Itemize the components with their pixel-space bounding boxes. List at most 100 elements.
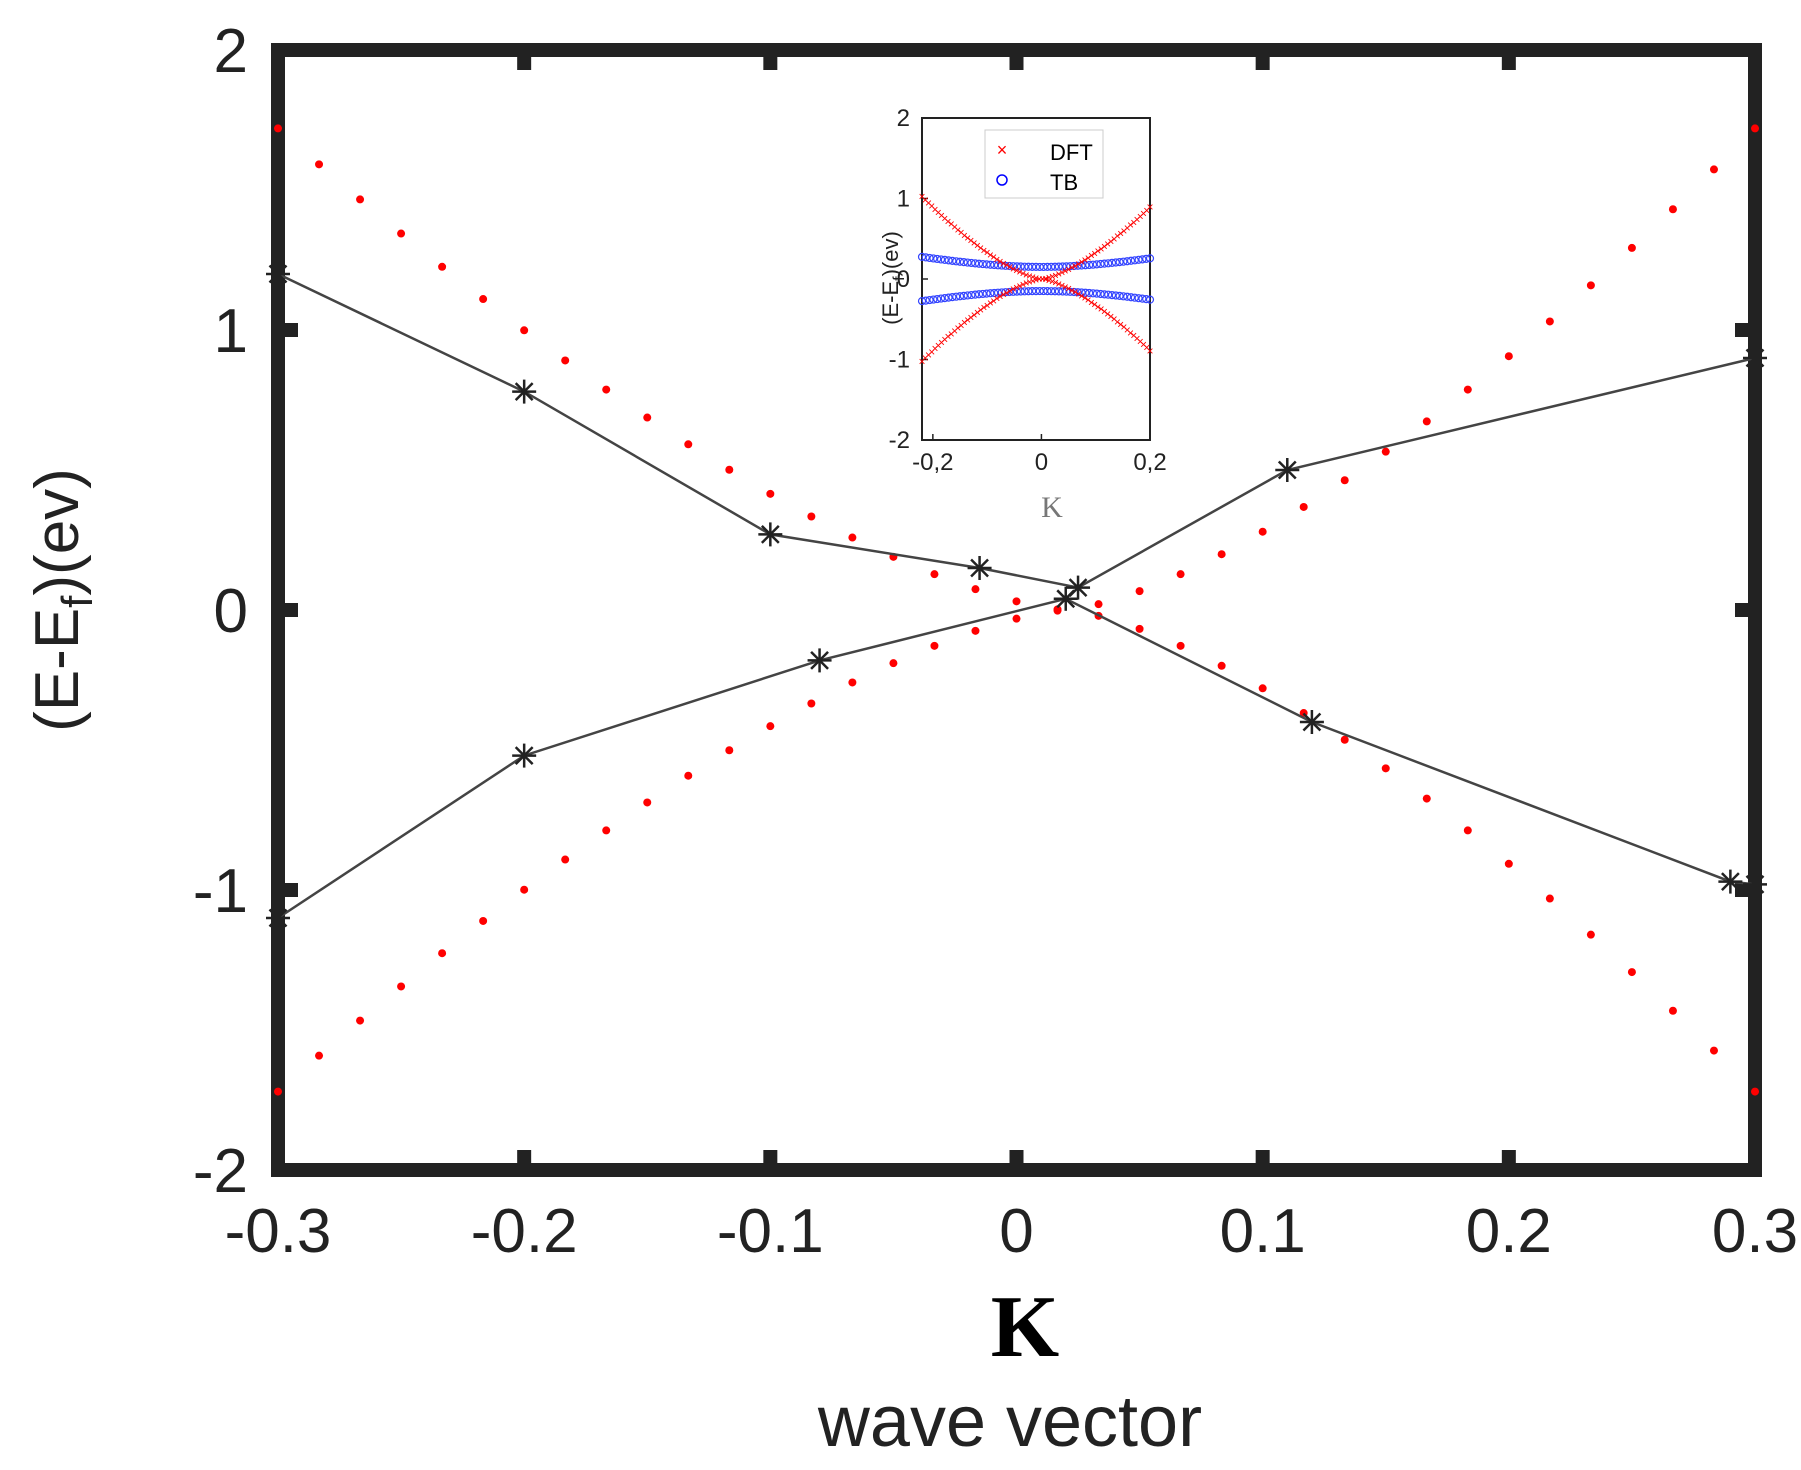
inset-dft-point: × <box>1059 278 1066 292</box>
inset-tb-point <box>1012 287 1022 296</box>
inset-tb-point <box>1115 257 1124 267</box>
inset-dft-point: × <box>1049 275 1056 289</box>
inset-tb-point <box>1028 287 1037 296</box>
inset-dft-point: × <box>1036 272 1043 286</box>
inset-dft-point: × <box>993 252 1000 266</box>
inset-dft-point: × <box>1140 338 1147 352</box>
inset-dft-point: × <box>967 310 974 324</box>
inset-dft-point: × <box>1023 276 1030 290</box>
dft-point <box>1668 205 1677 214</box>
star-stroke <box>1745 348 1765 368</box>
inset-tb-point <box>1001 261 1010 270</box>
dft-point <box>1176 641 1185 650</box>
dft-point <box>1340 476 1349 485</box>
dft-point <box>807 699 816 708</box>
inset-dft-point: × <box>990 294 997 308</box>
inset-dft-point: × <box>918 190 925 204</box>
inset-dft-point: × <box>1029 274 1036 288</box>
dft-point <box>643 798 652 807</box>
dft-point <box>1012 614 1021 623</box>
inset-tb-point <box>978 259 987 269</box>
tb-star-marker <box>758 522 783 547</box>
inset-dft-point: × <box>938 208 945 222</box>
inset-tb-point <box>1138 255 1147 264</box>
inset-dft-point: × <box>1104 307 1111 321</box>
inset-dft-point: × <box>1130 215 1137 229</box>
star-stroke <box>810 651 829 670</box>
inset-tb-point <box>936 294 946 303</box>
tb-star-marker <box>266 906 290 930</box>
inset-y-tick-label: -1 <box>889 347 910 374</box>
inset-tb-point <box>971 259 980 268</box>
dft-point <box>1176 570 1185 579</box>
inset-tb-point <box>1005 261 1014 271</box>
dft-point <box>725 746 734 755</box>
inset-dft-point: × <box>1019 277 1026 291</box>
inset-tb-point <box>1050 287 1060 296</box>
inset-dft-point: × <box>1137 209 1144 223</box>
inset-dft-point: × <box>1117 227 1124 241</box>
inset-dft-point: × <box>954 321 961 335</box>
inset-dft-point: × <box>1062 264 1069 278</box>
inset-dft-point: × <box>1003 258 1010 272</box>
dft-point <box>1422 794 1431 803</box>
inset-dft-point: × <box>1026 269 1033 283</box>
inset-y-tick-label: 2 <box>897 105 910 132</box>
dft-point <box>356 1016 365 1025</box>
x-tick-label: 0 <box>999 1197 1033 1266</box>
inset-tb-point <box>1043 287 1052 296</box>
inset-dft-point: × <box>1003 286 1010 300</box>
inset-dft-point: × <box>951 324 958 338</box>
inset-dft-point: × <box>958 226 965 240</box>
star-stroke <box>1745 875 1765 894</box>
dft-point <box>1135 587 1144 596</box>
inset-tb-point <box>929 254 938 263</box>
inset-tb-point <box>974 259 984 268</box>
inset-tb-point <box>982 260 991 269</box>
x-tick-top <box>1255 50 1270 70</box>
inset-dft-point: × <box>964 313 971 327</box>
inset-tb-point <box>1009 287 1018 296</box>
x-tick-top <box>517 50 532 70</box>
inset-tb-point <box>1085 260 1094 270</box>
inset-tb-point <box>921 296 930 305</box>
inset-tb-point <box>974 290 984 299</box>
inset-tb-point <box>1031 287 1041 296</box>
x-tick-label: -0.3 <box>225 1197 332 1266</box>
inset-dft-point: × <box>1098 242 1105 256</box>
dft-point <box>684 771 693 780</box>
inset-tb-point <box>1107 290 1117 300</box>
inset-dft-point: × <box>1094 244 1101 258</box>
inset-dft-point: × <box>1016 265 1023 279</box>
inset-dft-point: × <box>951 220 958 234</box>
inset-tb-point <box>933 254 942 264</box>
inset-tb-point <box>1123 257 1132 266</box>
inset-dft-point: × <box>1114 229 1121 243</box>
inset-tb-point <box>1020 262 1029 271</box>
inset-tb-point <box>1069 261 1079 271</box>
inset-dft-point: × <box>964 231 971 245</box>
inset-dft-point: × <box>987 296 994 310</box>
inset-tb-point <box>1016 262 1025 271</box>
inset-dft-point: × <box>980 243 987 257</box>
inset-dft-point: × <box>928 199 935 213</box>
tb-star-marker <box>1275 458 1300 482</box>
inset-dft-point: × <box>1088 249 1095 263</box>
inset-dft-point: × <box>1114 315 1121 329</box>
inset-tb-point <box>1134 255 1143 264</box>
inset-dft-point: × <box>977 303 984 317</box>
inset-dft-point: × <box>948 217 955 231</box>
dft-point <box>1217 550 1226 559</box>
inset-dft-point: × <box>928 345 935 359</box>
dft-point <box>1545 317 1554 326</box>
inset-dft-point: × <box>1081 291 1088 305</box>
inset-dft-point: × <box>1019 267 1026 281</box>
inset-dft-point: × <box>1000 288 1007 302</box>
inset-dft-point: × <box>967 234 974 248</box>
dft-point <box>1586 930 1595 939</box>
inset-dft-point: × <box>974 305 981 319</box>
inset-tb-point <box>955 292 965 301</box>
star-stroke <box>268 908 288 928</box>
x-tick-label: 0.2 <box>1466 1197 1552 1266</box>
inset-dft-point: × <box>922 351 929 365</box>
